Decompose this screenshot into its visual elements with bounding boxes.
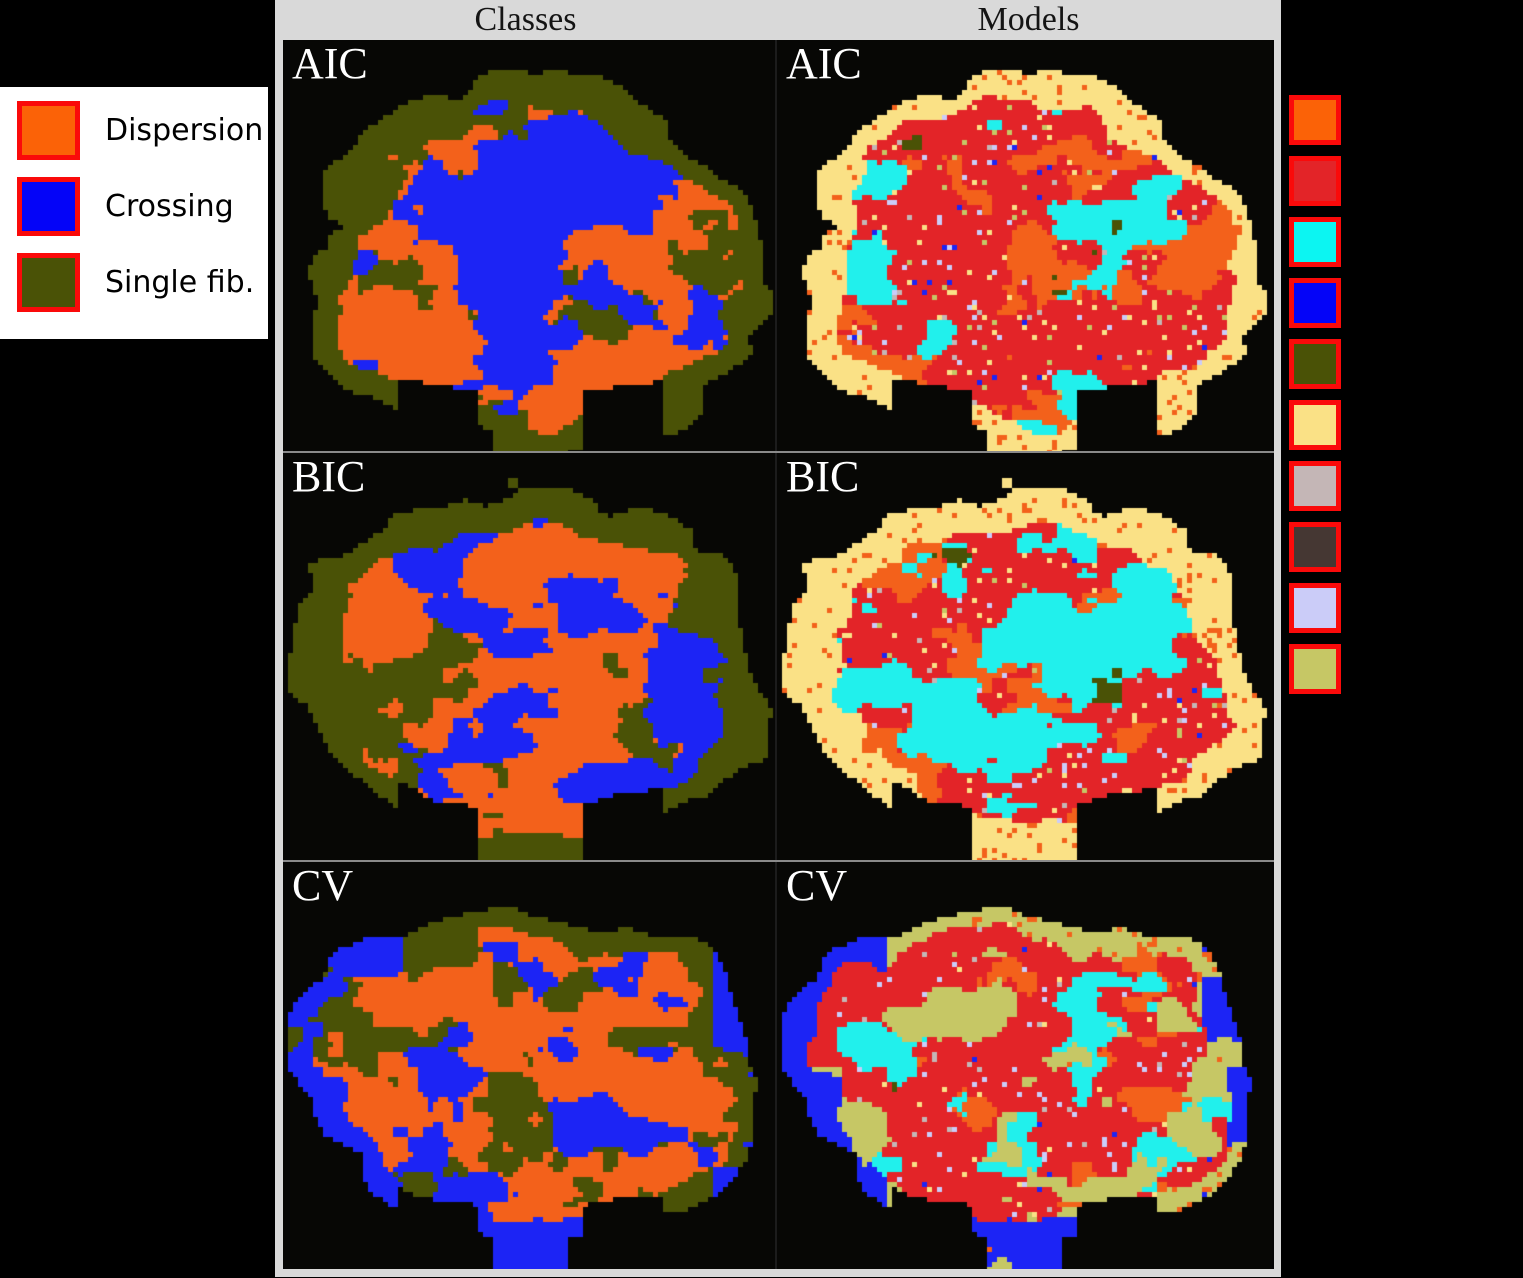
row-divider-2: [283, 860, 1274, 862]
row-divider-1: [283, 451, 1274, 453]
brain-map-models-cv: [777, 862, 1272, 1269]
column-divider: [775, 40, 777, 1269]
legend-item-single-fiber: Single fib.: [17, 253, 268, 312]
single-fiber-color-swatch: [17, 253, 80, 312]
legend-item-crossing: Crossing: [17, 177, 268, 236]
crossing-color-swatch: [17, 177, 80, 236]
brain-map-models-bic: [777, 453, 1272, 860]
panel-classes-aic: AIC: [283, 40, 775, 451]
model-color-legend: [1289, 95, 1341, 705]
model-color-swatch-7: [1289, 522, 1341, 572]
model-color-swatch-0: [1289, 95, 1341, 145]
model-color-swatch-4: [1289, 339, 1341, 389]
panel-models-cv: CV: [777, 862, 1272, 1269]
model-color-swatch-3: [1289, 278, 1341, 328]
dispersion-color-swatch: [17, 101, 80, 160]
panel-models-bic: BIC: [777, 453, 1272, 860]
model-color-swatch-6: [1289, 461, 1341, 511]
class-color-legend: Dispersion Crossing Single fib.: [0, 87, 268, 339]
panel-label-models-bic: BIC: [786, 453, 860, 501]
model-color-swatch-8: [1289, 583, 1341, 633]
comparison-figure: Classes Models AIC AIC BIC BIC CV CV: [275, 0, 1281, 1277]
panel-label-classes-aic: AIC: [292, 40, 368, 88]
legend-item-dispersion: Dispersion: [17, 101, 268, 160]
figure-header: Classes Models: [275, 0, 1281, 40]
brain-map-classes-bic: [283, 453, 775, 860]
panel-grid: AIC AIC BIC BIC CV CV: [283, 40, 1274, 1269]
dispersion-label: Dispersion: [105, 113, 264, 148]
crossing-label: Crossing: [105, 189, 234, 224]
model-color-swatch-5: [1289, 400, 1341, 450]
panel-label-models-aic: AIC: [786, 40, 862, 88]
panel-label-classes-cv: CV: [292, 862, 354, 910]
panel-label-models-cv: CV: [786, 862, 848, 910]
model-color-swatch-9: [1289, 644, 1341, 694]
column-header-models: Models: [977, 1, 1080, 38]
panel-models-aic: AIC: [777, 40, 1272, 451]
brain-map-models-aic: [777, 40, 1272, 451]
model-color-swatch-1: [1289, 156, 1341, 206]
model-color-swatch-2: [1289, 217, 1341, 267]
panel-classes-cv: CV: [283, 862, 775, 1269]
panel-classes-bic: BIC: [283, 453, 775, 860]
single-fiber-label: Single fib.: [105, 265, 255, 300]
brain-map-classes-aic: [283, 40, 775, 451]
panel-label-classes-bic: BIC: [292, 453, 366, 501]
column-header-classes: Classes: [474, 1, 577, 38]
brain-map-classes-cv: [283, 862, 775, 1269]
